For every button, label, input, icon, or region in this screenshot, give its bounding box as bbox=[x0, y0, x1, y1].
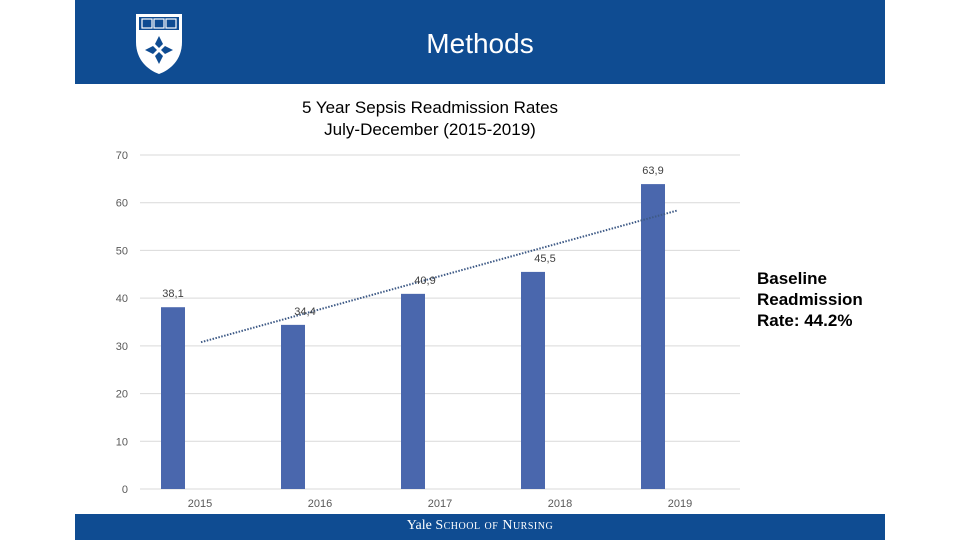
data-label: 38,1 bbox=[162, 288, 183, 300]
x-tick-label: 2017 bbox=[428, 498, 452, 510]
chart-title-line-2: July-December (2015-2019) bbox=[324, 120, 536, 139]
header-bar: Methods bbox=[75, 0, 885, 84]
footer-wordmark: Yale School of Nursing bbox=[75, 518, 885, 534]
slide-title: Methods bbox=[426, 28, 534, 59]
x-tick-label: 2019 bbox=[668, 498, 692, 510]
data-label: 34,4 bbox=[294, 306, 315, 318]
y-tick-label: 70 bbox=[116, 150, 128, 162]
bar bbox=[161, 307, 185, 489]
annotation-line-1: Baseline bbox=[757, 269, 827, 288]
bar bbox=[521, 271, 545, 489]
y-tick-label: 20 bbox=[116, 389, 128, 401]
y-tick-label: 40 bbox=[116, 293, 128, 305]
baseline-annotation: Baseline Readmission Rate: 44.2% bbox=[757, 268, 887, 331]
x-tick-label: 2016 bbox=[308, 498, 332, 510]
shield-logo-icon bbox=[136, 14, 182, 74]
footer-brand: Yale bbox=[406, 518, 432, 533]
x-tick-label: 2015 bbox=[188, 498, 212, 510]
x-tick-label: 2018 bbox=[548, 498, 572, 510]
bar bbox=[641, 184, 665, 489]
y-tick-label: 10 bbox=[116, 436, 128, 448]
chart-title: 5 Year Sepsis Readmission Rates July-Dec… bbox=[130, 97, 730, 141]
annotation-line-3: Rate: 44.2% bbox=[757, 311, 853, 330]
footer-school: School of Nursing bbox=[435, 518, 554, 533]
y-tick-label: 0 bbox=[122, 484, 128, 496]
bar bbox=[281, 324, 305, 489]
data-label: 63,9 bbox=[642, 165, 663, 177]
annotation-line-2: Readmission bbox=[757, 290, 863, 309]
y-tick-label: 50 bbox=[116, 245, 128, 257]
data-label: 40,9 bbox=[414, 275, 435, 287]
y-tick-label: 60 bbox=[116, 198, 128, 210]
chart-title-line-1: 5 Year Sepsis Readmission Rates bbox=[301, 98, 559, 117]
footer-bar: Yale School of Nursing bbox=[75, 514, 885, 540]
trendline bbox=[200, 209, 678, 344]
data-label: 45,5 bbox=[534, 253, 555, 265]
y-tick-label: 30 bbox=[116, 341, 128, 353]
bar bbox=[401, 293, 425, 489]
